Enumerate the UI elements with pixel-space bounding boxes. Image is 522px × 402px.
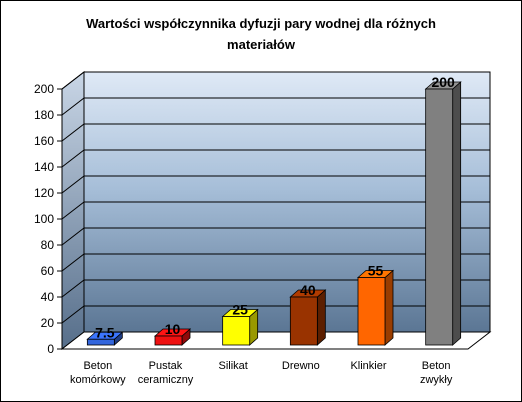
gridline (61, 279, 490, 298)
gridline (61, 149, 490, 168)
value-labels: 7.5 10 25 40 55 200 (95, 74, 455, 340)
y-tick-label: 20 (41, 316, 55, 330)
gridline (61, 123, 490, 142)
x-category-label: Silikat (218, 360, 247, 372)
y-axis: 0 20 40 60 80 100 120 140 160 180 200 (34, 82, 63, 356)
y-tick-label: 180 (34, 108, 54, 122)
bar-value-label: 40 (300, 282, 316, 298)
bar (221, 308, 259, 346)
x-axis: Beton komórkowy Pustak ceramiczny Silikat Dre… (70, 360, 453, 386)
bar-side (452, 81, 462, 346)
x-category-label: komórkowy (70, 374, 126, 386)
y-tick-label: 40 (41, 290, 55, 304)
bar (86, 331, 124, 346)
gridline (61, 97, 490, 116)
y-tick-label: 160 (34, 134, 54, 148)
bar-front (154, 335, 183, 346)
bar-value-label: 55 (368, 263, 384, 279)
bar (424, 81, 462, 346)
chart-title-line-1: Wartości współczynnika dyfuzji pary wodn… (86, 16, 436, 31)
bar (289, 289, 327, 346)
bar-front (357, 277, 386, 346)
y-tick-label: 120 (34, 186, 54, 200)
bars (86, 81, 462, 346)
x-category-label: Pustak (149, 360, 183, 372)
y-tick-label: 200 (34, 82, 54, 96)
gridline (61, 305, 490, 324)
bar-value-label: 7.5 (95, 324, 115, 340)
plot-area (60, 70, 492, 351)
bar-side (316, 289, 326, 346)
y-tick-label: 100 (34, 212, 54, 226)
bar-value-label: 10 (165, 321, 181, 337)
y-tick-label: 60 (41, 264, 55, 278)
x-category-label: Beton (83, 360, 112, 372)
bar-front (425, 88, 454, 346)
gridline (61, 253, 490, 272)
gridline (61, 227, 490, 246)
x-category-label: Drewno (282, 360, 320, 372)
bar-front (222, 316, 251, 346)
x-category-label: ceramiczny (138, 374, 194, 386)
bar-value-label: 200 (431, 74, 455, 90)
bar-front (289, 296, 318, 346)
y-tick-label: 0 (47, 342, 54, 356)
bar (153, 328, 192, 346)
y-tick-label: 140 (34, 160, 54, 174)
gridline (61, 175, 490, 194)
bar (356, 269, 395, 346)
gridline (61, 71, 490, 90)
bar-value-label: 25 (232, 302, 248, 318)
bar-front (86, 338, 115, 346)
chart-title-line-2: materiałów (227, 37, 296, 52)
x-category-label: Klinkier (350, 360, 386, 372)
x-category-label: Beton (422, 360, 451, 372)
y-tick-label: 80 (41, 238, 55, 252)
x-category-label: zwykły (420, 374, 453, 386)
gridline (61, 201, 490, 220)
bar-side (384, 269, 394, 346)
